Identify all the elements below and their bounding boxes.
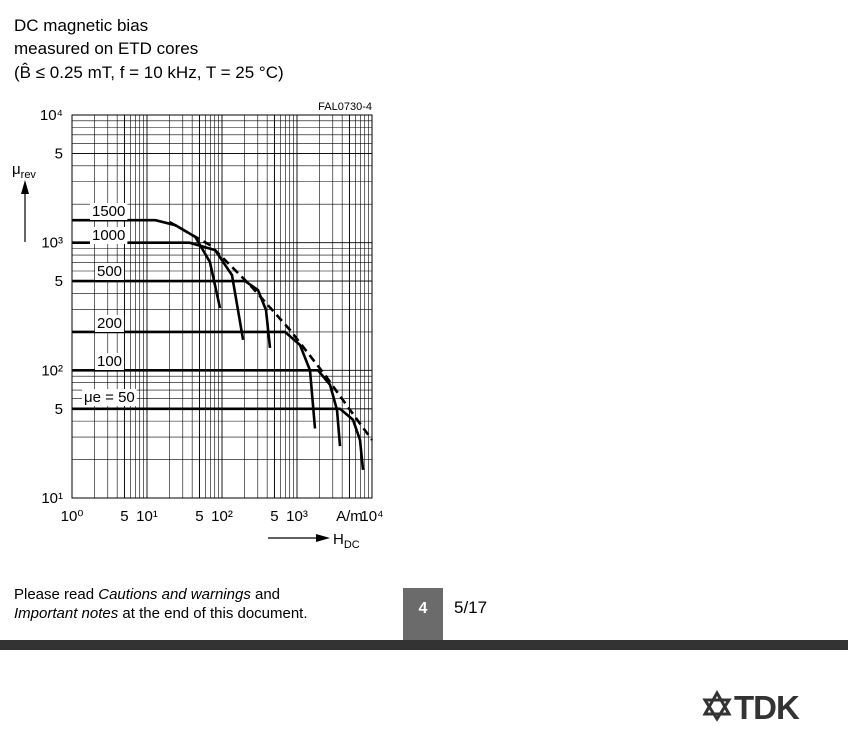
- y-tick-label: 5: [55, 145, 63, 162]
- header-line: measured on ETD cores: [14, 39, 198, 58]
- page-count: 5/17: [454, 598, 487, 617]
- y-tick-label: 5: [55, 401, 63, 418]
- y-tick-label: 10²: [41, 362, 63, 379]
- y-tick-label: 5: [55, 273, 63, 290]
- curve-label: 1500: [92, 203, 125, 220]
- footer-note: Please read Cautions and warnings and: [14, 586, 280, 603]
- figure-code: FAL0730-4: [318, 101, 372, 113]
- x-axis-subscript: DC: [344, 539, 360, 551]
- x-tick-label: 10⁰: [61, 508, 84, 525]
- label-background: [90, 227, 128, 244]
- label-background: [82, 389, 137, 406]
- label-background: [95, 353, 125, 370]
- x-tick-label: 10²: [211, 508, 233, 525]
- y-axis-label: μrev: [12, 161, 36, 181]
- chart: FAL0730-4 μrev HDC 10⁰ 5 10¹ 5 10² 5 10³ A/m10⁴…: [12, 101, 384, 551]
- curve-label: 200: [97, 315, 122, 332]
- curve: [168, 220, 374, 441]
- x-tick-label: 5: [120, 508, 128, 525]
- footer-note: Important notes at the end of this docum…: [14, 605, 308, 622]
- label-background: [95, 315, 125, 332]
- header-line: (B̂ ≤ 0.25 mT, f = 10 kHz, T = 25 °C): [14, 62, 284, 82]
- label-background: [90, 203, 128, 220]
- footer-bar: [0, 640, 848, 650]
- page-box: [403, 588, 443, 640]
- logo-symbol: [702, 689, 732, 722]
- note-text: at the end of this document.: [118, 605, 307, 622]
- note-link[interactable]: Cautions and warnings: [98, 586, 251, 603]
- curve-label: 1000: [92, 227, 125, 244]
- curve: [72, 407, 365, 471]
- x-tick-label: 10⁴: [360, 508, 383, 525]
- logo-text: TDK: [734, 689, 800, 726]
- curve-label: 500: [97, 263, 122, 280]
- y-axis-arrowhead: [21, 180, 29, 194]
- header-line: DC magnetic bias: [14, 16, 148, 35]
- y-tick-label: 10¹: [41, 490, 63, 507]
- plot-frame: [71, 114, 373, 499]
- curve-label: μe = 50: [84, 389, 135, 406]
- label-background: [95, 263, 125, 280]
- y-tick-label: 10⁴: [40, 107, 63, 124]
- note-text: Please read: [14, 586, 98, 603]
- x-tick-label: 10³: [286, 508, 308, 525]
- page-number: 4: [419, 600, 428, 617]
- curve: [72, 330, 317, 429]
- x-axis-symbol: H: [333, 531, 344, 548]
- x-tick-label: 10¹: [136, 508, 158, 525]
- note-link[interactable]: Important notes: [14, 605, 119, 622]
- curve: [72, 369, 342, 447]
- curve: [72, 279, 272, 349]
- x-tick-label: 5: [195, 508, 203, 525]
- x-tick-label: A/m: [336, 508, 363, 525]
- note-text: and: [251, 586, 280, 603]
- y-axis-symbol: μ: [12, 161, 21, 178]
- x-tick-label: 5: [270, 508, 278, 525]
- logo: TDK: [702, 689, 801, 726]
- x-axis-arrowhead: [316, 534, 330, 542]
- y-axis-subscript: rev: [21, 169, 37, 181]
- y-tick-label: 10³: [41, 235, 63, 252]
- curve-label: 100: [97, 353, 122, 370]
- x-axis-label: HDC: [333, 531, 360, 551]
